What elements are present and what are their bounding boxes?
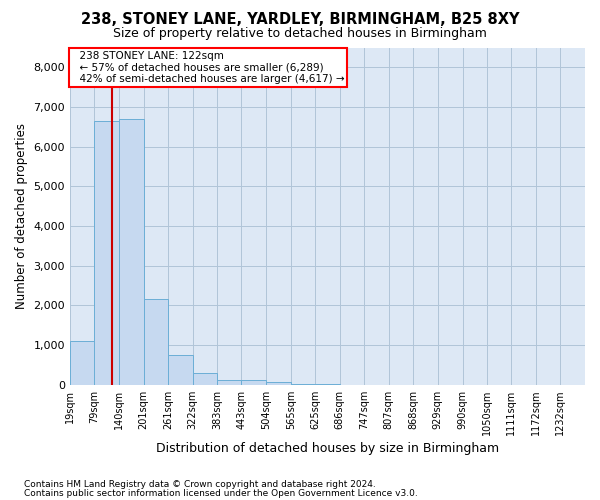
Bar: [70, 341, 95, 384]
Bar: [217, 380, 242, 384]
Bar: [119, 119, 143, 384]
Bar: [241, 380, 266, 384]
Text: 238, STONEY LANE, YARDLEY, BIRMINGHAM, B25 8XY: 238, STONEY LANE, YARDLEY, BIRMINGHAM, B…: [81, 12, 519, 28]
Bar: [168, 355, 193, 384]
Bar: [193, 373, 217, 384]
Text: 238 STONEY LANE: 122sqm
  ← 57% of detached houses are smaller (6,289)
  42% of : 238 STONEY LANE: 122sqm ← 57% of detache…: [73, 51, 344, 84]
Text: Contains HM Land Registry data © Crown copyright and database right 2024.: Contains HM Land Registry data © Crown c…: [24, 480, 376, 489]
Bar: [143, 300, 168, 384]
Bar: [94, 121, 119, 384]
Text: Contains public sector information licensed under the Open Government Licence v3: Contains public sector information licen…: [24, 489, 418, 498]
Y-axis label: Number of detached properties: Number of detached properties: [15, 123, 28, 309]
Text: Size of property relative to detached houses in Birmingham: Size of property relative to detached ho…: [113, 28, 487, 40]
Bar: [266, 382, 291, 384]
X-axis label: Distribution of detached houses by size in Birmingham: Distribution of detached houses by size …: [156, 442, 499, 455]
